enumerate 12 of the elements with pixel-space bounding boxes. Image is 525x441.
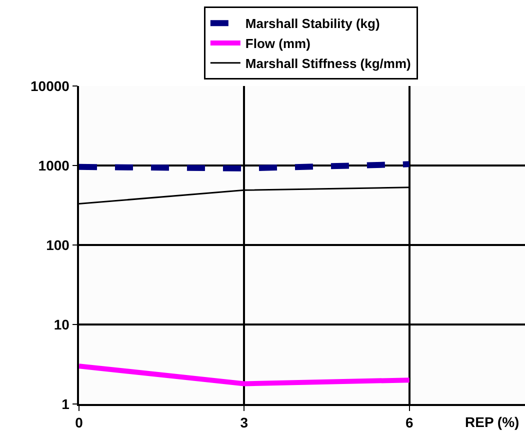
legend-label: Marshall Stability (kg) (245, 16, 380, 32)
y-tick-label: 10000 (30, 78, 70, 94)
y-tick-label: 1000 (38, 157, 70, 174)
legend-label: Flow (mm) (245, 36, 310, 52)
x-tick-label: 3 (240, 414, 248, 431)
y-tick-label: 10 (54, 316, 70, 332)
x-tick-label: 6 (405, 414, 414, 431)
x-axis-title: REP (%) (465, 414, 520, 430)
legend-label: Marshall Stiffness (kg/mm) (245, 56, 411, 71)
y-tick-label: 100 (46, 236, 70, 253)
y-tick-label: 1 (62, 396, 70, 412)
x-tick-label: 0 (75, 414, 84, 431)
